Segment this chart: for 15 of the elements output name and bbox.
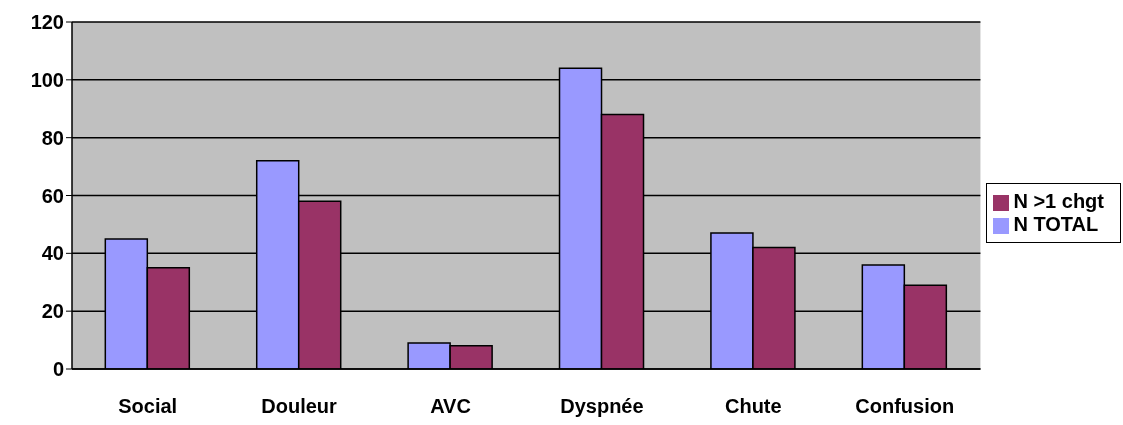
legend-label: N TOTAL <box>1013 212 1099 235</box>
x-tick-label: AVC <box>430 395 471 418</box>
y-tick-label: 20 <box>41 300 64 323</box>
x-tick-label: Confusion <box>855 395 955 418</box>
x-tick-label: Chute <box>724 395 782 418</box>
x-tick-label: Dyspnée <box>560 395 644 418</box>
y-tick-label: 40 <box>41 242 64 265</box>
y-tick-label: 80 <box>41 126 64 149</box>
y-tick-label: 120 <box>30 11 64 34</box>
x-tick-label: Douleur <box>261 395 338 418</box>
y-tick-label: 100 <box>30 68 64 91</box>
x-tick-label: Social <box>118 395 178 418</box>
legend-label: N >1 chgt <box>1013 189 1104 212</box>
y-tick-label: 0 <box>52 358 64 381</box>
y-tick-label: 60 <box>41 184 64 207</box>
